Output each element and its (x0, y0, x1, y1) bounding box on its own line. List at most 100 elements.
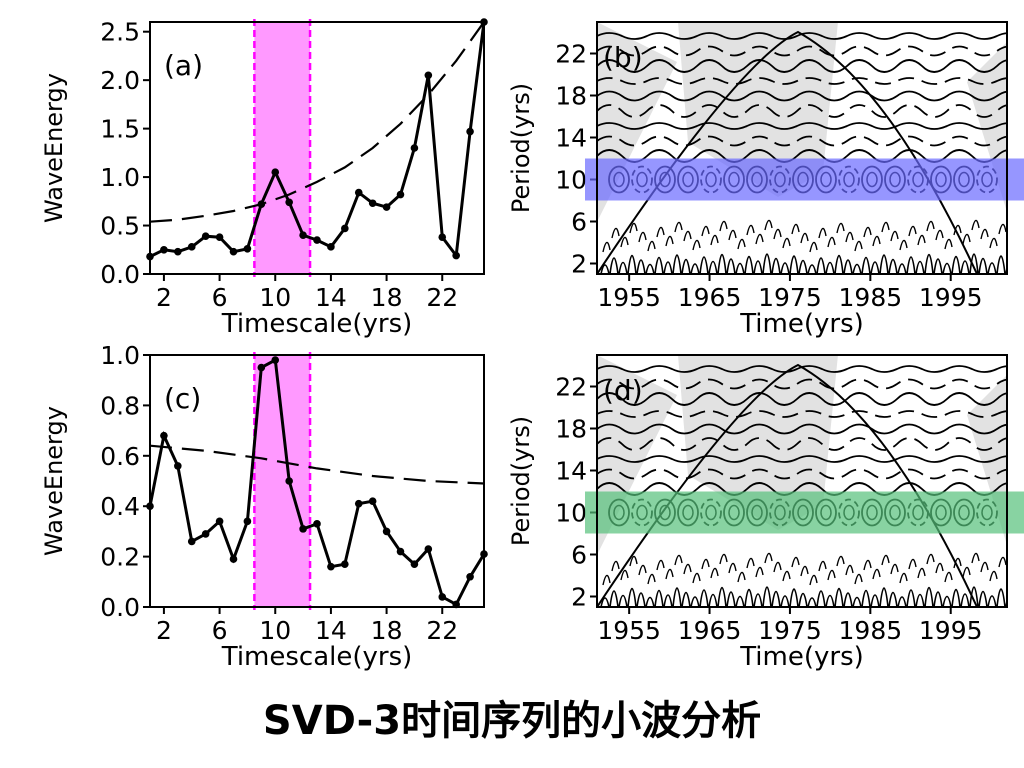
contour-line (906, 589, 916, 607)
significance-line (149, 444, 485, 485)
x-tick-label: 6 (212, 616, 228, 645)
y-axis-label: WaveEnergy (40, 73, 68, 223)
data-point (160, 431, 168, 440)
panel-label: (b) (603, 41, 643, 74)
contour-line (780, 262, 790, 274)
contour-line (674, 554, 683, 566)
contour-line (870, 594, 880, 607)
contour-line (654, 256, 664, 274)
data-point (327, 243, 335, 251)
contour-line (926, 220, 935, 232)
contour-line (726, 258, 736, 274)
contour-line (791, 556, 800, 568)
contour-panel: 1955 1965 1975 1985 1995 2 6 10 14 18 22 Time(yrs) P… (507, 354, 1024, 672)
contour-line (683, 230, 692, 242)
data-point (243, 245, 252, 253)
figure-caption: SVD-3时间序列的小波分析 (262, 698, 762, 744)
contour-line (726, 591, 736, 607)
contour-line (728, 562, 737, 574)
x-tick-label: 1995 (919, 283, 983, 312)
contour-line (728, 229, 737, 241)
contour-line (942, 262, 952, 274)
contour-line (854, 573, 863, 585)
contour-line (597, 392, 1007, 406)
data-point (271, 168, 280, 177)
data-point (382, 527, 391, 536)
contour-line (762, 586, 772, 607)
contour-line (872, 235, 881, 247)
y-tick-label: 0.5 (100, 212, 140, 241)
contour-line (597, 104, 1007, 118)
contour-line (798, 592, 808, 607)
contour-line (597, 455, 1007, 463)
contour-line (944, 571, 953, 583)
y-tick-label: 0.6 (100, 442, 140, 471)
contour-line (825, 261, 835, 274)
contour-line (953, 224, 962, 236)
y-tick-label: 1.0 (100, 341, 140, 370)
contour-line (899, 239, 908, 251)
contour-line (665, 568, 674, 580)
contour-line (701, 558, 710, 570)
contour-line (597, 437, 1007, 451)
data-point (299, 525, 307, 533)
contour-line (656, 226, 665, 238)
data-point (313, 236, 321, 244)
contour-line (800, 232, 809, 244)
x-axis-label: Time(yrs) (739, 309, 864, 339)
contour-line (771, 590, 781, 607)
y-tick-label: 18 (555, 82, 587, 111)
data-point (382, 203, 391, 211)
contour-line (597, 410, 1007, 418)
contour-line (690, 263, 700, 274)
contour-line (881, 221, 890, 233)
data-point (160, 245, 168, 254)
x-tick-label: 1985 (839, 616, 903, 645)
contour-line (737, 571, 746, 583)
contour-line (597, 482, 1007, 496)
contour-line (951, 255, 961, 274)
contour-panel: 1955 1965 1975 1985 1995 2 6 10 14 18 22 Time(yrs) P… (507, 21, 1024, 339)
data-point (215, 517, 224, 526)
contour-line (881, 554, 890, 566)
contour-line (597, 90, 1007, 102)
contour-line (708, 260, 718, 274)
contour-line (843, 592, 853, 607)
x-axis-label: Timescale(yrs) (221, 309, 413, 339)
y-tick-label: 22 (555, 373, 587, 402)
contour-line (872, 568, 881, 580)
contour-line (609, 590, 619, 607)
y-tick-label: 6 (571, 208, 587, 237)
contour-line (998, 223, 1007, 235)
contour-line (971, 552, 980, 564)
contour-line (674, 221, 683, 233)
x-tick-label: 18 (371, 283, 403, 312)
contour-line (791, 223, 800, 235)
data-point (410, 560, 419, 568)
contour-line (719, 553, 728, 565)
contour-line (737, 238, 746, 250)
contour-line (611, 227, 620, 239)
contour-line (629, 222, 638, 234)
plot-frame (149, 21, 485, 275)
panel-label: (d) (603, 374, 643, 407)
contour-line (755, 233, 764, 245)
data-point (424, 71, 433, 80)
highlight-band (254, 355, 311, 607)
contour-line (597, 32, 1007, 40)
x-tick-label: 22 (426, 616, 458, 645)
contour-line (987, 595, 997, 607)
plot-frame (149, 354, 485, 608)
x-tick-label: 2 (156, 616, 172, 645)
y-tick-label: 0.4 (100, 492, 140, 521)
contour-line (951, 588, 961, 607)
contour-line (717, 586, 727, 607)
contour-line (845, 231, 854, 243)
contour-line (944, 238, 953, 250)
y-tick-label: 2 (571, 583, 587, 612)
contour-line (602, 241, 611, 253)
contour-line (989, 570, 998, 582)
contour-line (597, 45, 1007, 57)
contour-line (879, 254, 889, 274)
x-tick-label: 1975 (758, 616, 822, 645)
